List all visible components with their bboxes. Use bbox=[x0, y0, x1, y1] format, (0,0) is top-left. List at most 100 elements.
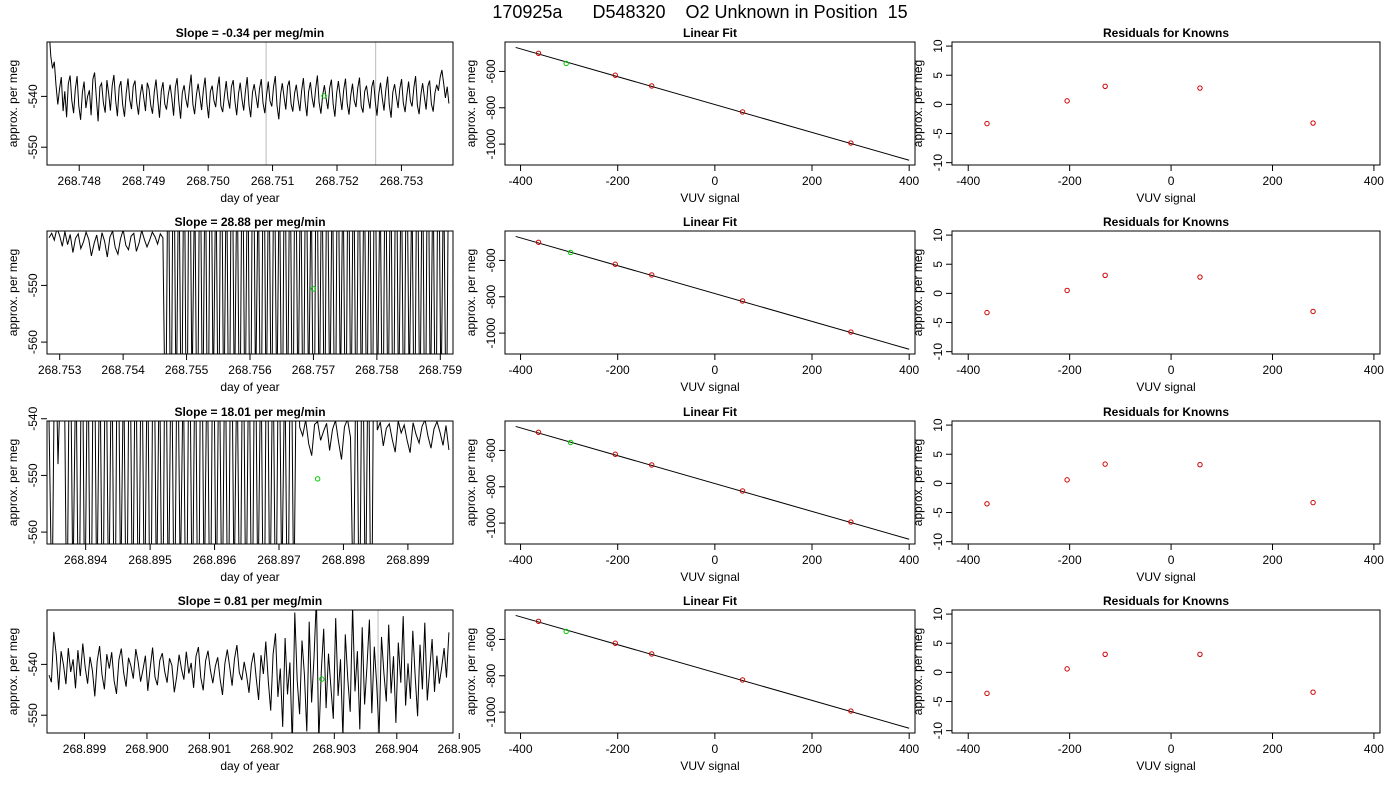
x-tick-label: -200 bbox=[1058, 363, 1082, 377]
x-tick-label: 268.750 bbox=[186, 174, 230, 188]
plot-frame bbox=[504, 420, 916, 545]
x-axis-label: VUV signal bbox=[680, 191, 739, 205]
y-tick-label: 0 bbox=[931, 101, 945, 108]
y-tick-label: -10 bbox=[931, 533, 945, 551]
x-tick-label: 400 bbox=[1364, 174, 1384, 188]
plot-frame bbox=[951, 609, 1381, 734]
panel-r4-c1: Slope = 0.81 per meg/min 268.899 268.900 26… bbox=[6, 594, 481, 773]
x-tick-label: 200 bbox=[1262, 742, 1282, 756]
y-tick-label: -560 bbox=[26, 330, 40, 354]
y-axis-label: approx. per meg bbox=[6, 628, 20, 715]
known-point bbox=[1064, 287, 1070, 294]
x-tick-label: 200 bbox=[802, 363, 822, 377]
x-axis-label: day of year bbox=[220, 759, 279, 773]
x-axis-label: day of year bbox=[220, 380, 279, 394]
known-point bbox=[1064, 98, 1070, 104]
plot-area bbox=[515, 46, 910, 161]
x-tick-label: 200 bbox=[1262, 174, 1282, 188]
plot-area bbox=[515, 425, 910, 540]
plot-frame bbox=[46, 230, 454, 355]
x-tick-label: 268.759 bbox=[419, 363, 463, 377]
x-tick-label: 0 bbox=[712, 174, 719, 188]
x-tick-label: 268.901 bbox=[188, 742, 232, 756]
panel-r4-c3: Residuals for Knowns -400 -200 0 200 400 -10 -5… bbox=[911, 594, 1384, 773]
x-tick-label: 268.898 bbox=[322, 553, 366, 567]
plot-frame bbox=[951, 230, 1381, 355]
y-tick-label: -1000 bbox=[484, 317, 498, 348]
plot-frame bbox=[46, 609, 454, 734]
y-tick-label: -800 bbox=[484, 284, 498, 308]
x-tick-label: 268.748 bbox=[58, 174, 102, 188]
plot-area bbox=[49, 42, 450, 165]
known-point bbox=[739, 677, 746, 683]
x-tick-label: -200 bbox=[606, 174, 630, 188]
x-tick-label: 200 bbox=[802, 742, 822, 756]
x-tick-label: 400 bbox=[899, 363, 919, 377]
panel-title: Slope = -0.34 per meg/min bbox=[176, 26, 324, 40]
series-line bbox=[49, 42, 450, 122]
series-line bbox=[48, 231, 449, 354]
y-axis-label: approx. per meg bbox=[464, 60, 478, 147]
x-tick-label: 268.753 bbox=[38, 363, 82, 377]
x-tick-label: 268.902 bbox=[250, 742, 294, 756]
known-point bbox=[739, 488, 746, 494]
y-tick-label: -550 bbox=[26, 135, 40, 159]
fit-line bbox=[515, 425, 910, 540]
x-tick-label: 268.896 bbox=[193, 553, 237, 567]
y-tick-label: -5 bbox=[931, 128, 945, 139]
x-tick-label: 268.752 bbox=[315, 174, 359, 188]
panel-title: Linear Fit bbox=[683, 594, 737, 608]
known-point bbox=[984, 120, 990, 127]
plot-area bbox=[984, 83, 1316, 127]
known-point bbox=[848, 519, 854, 525]
known-point bbox=[535, 239, 542, 245]
panel-r1-c2: Linear Fit -400 -200 0 200 400 -600 -800 -1000 VU… bbox=[464, 26, 920, 205]
known-point bbox=[739, 298, 746, 304]
known-point bbox=[535, 429, 542, 435]
plot-frame bbox=[504, 41, 916, 166]
figure-title: 170925a D548320 O2 Unknown in Position 1… bbox=[492, 2, 908, 22]
x-axis-label: VUV signal bbox=[1136, 191, 1195, 205]
known-point bbox=[1197, 85, 1203, 91]
panel-r1-c3: Residuals for Knowns -400 -200 0 200 400 -10 -5… bbox=[911, 26, 1384, 205]
x-axis-label: VUV signal bbox=[680, 380, 739, 394]
x-tick-label: -200 bbox=[1058, 742, 1082, 756]
y-tick-label: -800 bbox=[484, 474, 498, 498]
y-tick-label: -600 bbox=[484, 438, 498, 462]
known-point bbox=[984, 501, 990, 507]
panel-r2-c1: Slope = 28.88 per meg/min 268.753 268.754 2… bbox=[6, 215, 463, 394]
known-point bbox=[649, 651, 655, 657]
known-point bbox=[612, 451, 618, 457]
known-point bbox=[535, 50, 542, 56]
plot-area bbox=[48, 421, 450, 544]
panel-r3-c1: Slope = 18.01 per meg/min 268.894 268.895 2… bbox=[6, 405, 454, 584]
known-point bbox=[984, 309, 990, 316]
x-tick-label: -400 bbox=[509, 553, 533, 567]
x-tick-label: 268.895 bbox=[128, 553, 172, 567]
known-point bbox=[612, 261, 618, 267]
known-point bbox=[1310, 120, 1316, 126]
y-tick-label: 0 bbox=[931, 480, 945, 487]
y-tick-label: -5 bbox=[931, 696, 945, 707]
x-tick-label: -200 bbox=[606, 553, 630, 567]
y-tick-label: -10 bbox=[931, 722, 945, 740]
panel-title: Slope = 0.81 per meg/min bbox=[178, 594, 322, 608]
series-line bbox=[48, 610, 450, 733]
panel-r3-c2: Linear Fit -400 -200 0 200 400 -600 -800 -1000 VU… bbox=[464, 405, 920, 584]
x-tick-label: -400 bbox=[509, 363, 533, 377]
fit-line bbox=[515, 235, 910, 350]
plot-frame bbox=[46, 420, 454, 545]
x-tick-label: -400 bbox=[956, 174, 980, 188]
x-axis-label: VUV signal bbox=[1136, 759, 1195, 773]
x-axis-label: day of year bbox=[220, 570, 279, 584]
fit-line bbox=[515, 46, 910, 161]
x-tick-label: 268.903 bbox=[313, 742, 357, 756]
panel-title: Residuals for Knowns bbox=[1103, 405, 1229, 419]
y-axis-label: approx. per meg bbox=[6, 439, 20, 526]
x-axis-label: VUV signal bbox=[1136, 380, 1195, 394]
known-point bbox=[1064, 666, 1070, 672]
unknown-point bbox=[563, 628, 569, 635]
x-tick-label: 268.755 bbox=[165, 363, 209, 377]
panel-title: Residuals for Knowns bbox=[1103, 594, 1229, 608]
